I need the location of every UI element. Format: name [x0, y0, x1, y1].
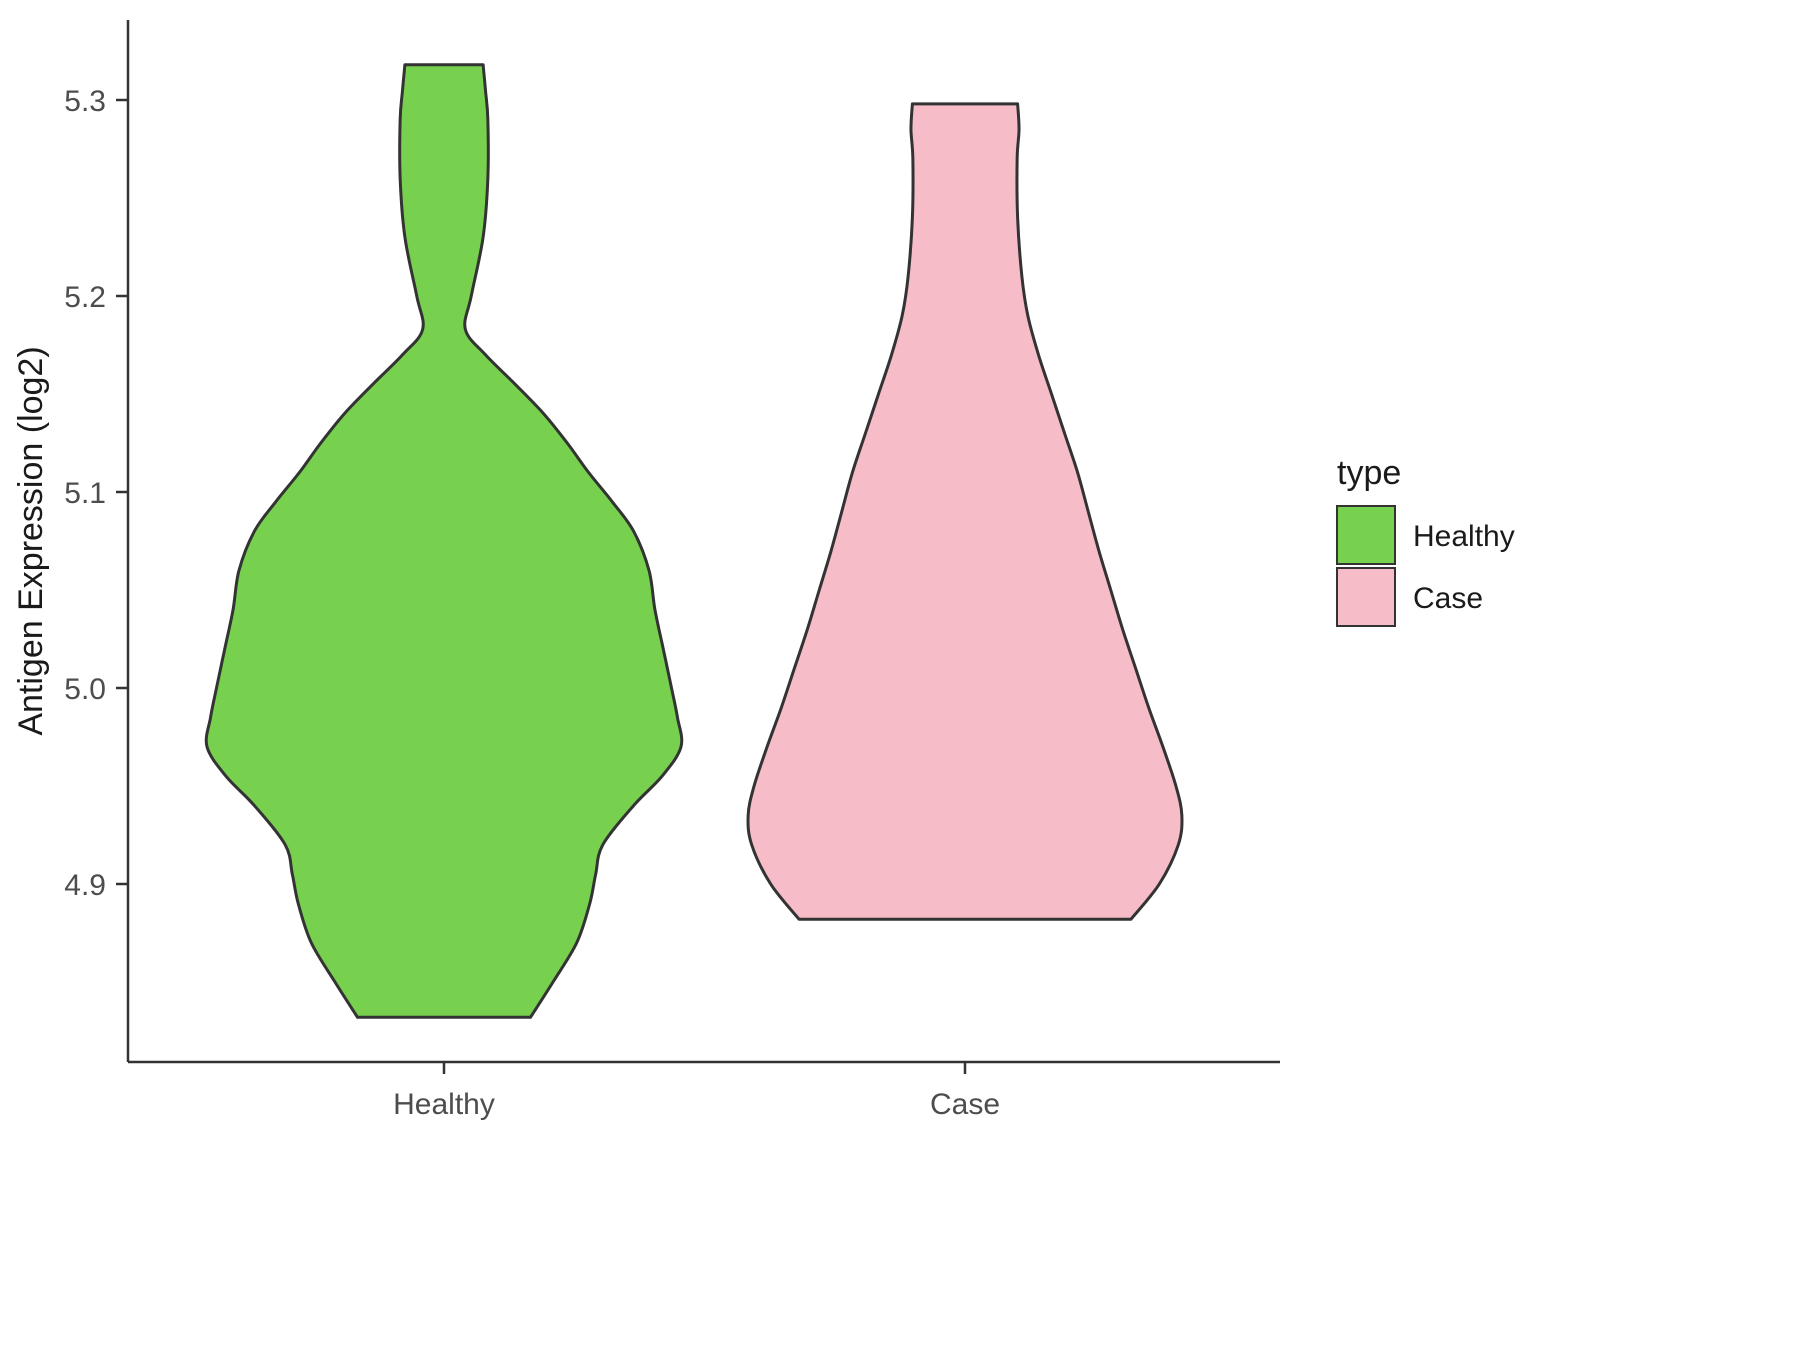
violin-shapes [204, 63, 1184, 1019]
violin-case [746, 102, 1184, 921]
axes: 4.9 5.0 5.1 5.2 5.3 Healthy Case [64, 20, 1280, 1121]
legend-label-case: Case [1413, 582, 1483, 615]
y-tick-label: 5.2 [64, 281, 106, 314]
legend-label-healthy: Healthy [1413, 520, 1515, 553]
y-tick-label: 4.9 [64, 869, 106, 902]
legend-key-case [1336, 567, 1396, 627]
y-tick-label: 5.1 [64, 477, 106, 510]
legend: type Healthy Case [1336, 454, 1515, 627]
x-tick-label: Case [930, 1088, 1000, 1121]
violin-healthy [204, 63, 684, 1019]
y-tick-label: 5.0 [64, 673, 106, 706]
legend-title: type [1337, 454, 1401, 492]
y-tick-label: 5.3 [64, 85, 106, 118]
x-tick-label: Healthy [393, 1088, 495, 1121]
y-axis-title: Antigen Expression (log2) [12, 346, 50, 735]
legend-key-healthy [1336, 505, 1396, 565]
